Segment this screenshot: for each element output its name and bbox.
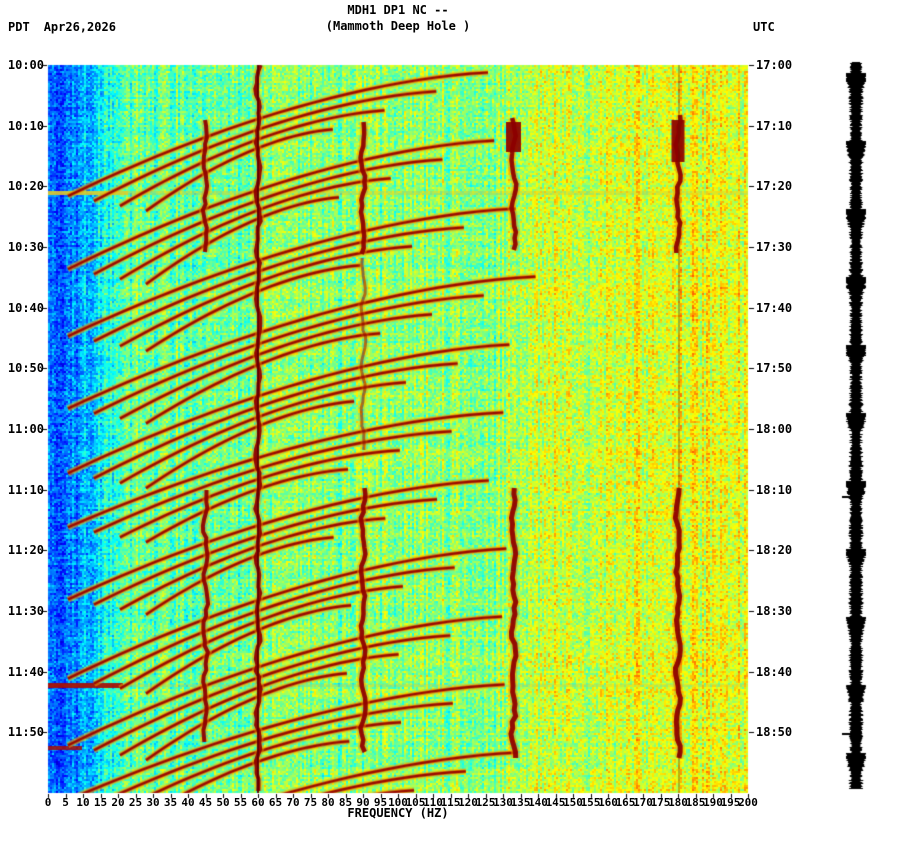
frequency-tick-label: 40 <box>181 796 195 809</box>
right-time-tick-label: 17:50 <box>756 361 793 376</box>
left-time-tick-label: 11:40 <box>7 664 44 679</box>
frequency-tick-label: 120 <box>458 796 478 809</box>
frequency-tick-label: 25 <box>128 796 143 809</box>
frequency-tick-label: 50 <box>216 796 230 809</box>
frequency-tick-label: 60 <box>251 796 265 809</box>
frequency-tick-label: 150 <box>563 796 583 809</box>
right-time-tick-label: 18:40 <box>756 664 793 679</box>
utc-label: UTC <box>753 20 775 34</box>
frequency-tick-label: 5 <box>62 796 69 809</box>
frequency-tick-label: 125 <box>475 796 496 809</box>
left-time-tick-label: 11:00 <box>7 422 44 436</box>
frequency-tick-label: 115 <box>440 796 461 809</box>
frequency-tick-label: 90 <box>356 796 370 809</box>
frequency-tick-label: 30 <box>146 796 160 809</box>
frequency-tick-label: 190 <box>703 796 723 809</box>
right-time-tick-label: 17:30 <box>756 240 793 254</box>
frequency-tick-label: 65 <box>268 796 283 809</box>
frequency-tick-label: 185 <box>685 796 706 809</box>
frequency-tick-label: 130 <box>493 796 513 809</box>
frequency-tick-label: 80 <box>321 796 335 809</box>
right-time-tick-label: 18:20 <box>756 543 793 558</box>
right-time-tick-label: 17:10 <box>756 118 793 133</box>
frequency-tick-label: 55 <box>233 796 248 809</box>
pdt-label: PDT <box>8 20 30 34</box>
left-time-tick-label: 10:10 <box>7 118 44 133</box>
corner-mark: w <box>0 842 1 847</box>
frequency-tick-label: 110 <box>423 796 443 809</box>
left-time-tick-label: 11:50 <box>7 725 44 740</box>
left-time-tick-label: 10:50 <box>7 361 44 376</box>
frequency-tick-label: 100 <box>388 796 408 809</box>
frequency-tick-label: 35 <box>163 796 178 809</box>
frequency-tick-label: 105 <box>405 796 426 809</box>
frequency-tick-label: 20 <box>111 796 125 809</box>
right-time-tick-label: 18:30 <box>756 604 793 618</box>
frequency-tick-label: 135 <box>510 796 531 809</box>
right-time-tick-label: 17:00 <box>756 58 793 72</box>
frequency-tick-label: 85 <box>338 796 353 809</box>
frequency-tick-label: 175 <box>650 796 671 809</box>
left-time-tick-label: 11:20 <box>7 543 44 558</box>
frequency-tick-label: 160 <box>598 796 618 809</box>
left-time-tick-label: 11:10 <box>7 482 44 497</box>
frequency-tick-label: 180 <box>668 796 688 809</box>
frequency-tick-label: 165 <box>615 796 636 809</box>
frequency-tick-label: 75 <box>303 796 318 809</box>
right-time-tick-label: 17:40 <box>756 300 793 315</box>
left-time-tick-label: 10:40 <box>7 300 44 315</box>
frequency-tick-label: 95 <box>373 796 388 809</box>
frequency-tick-label: 200 <box>738 796 758 809</box>
frequency-tick-label: 0 <box>44 796 52 809</box>
station-subtitle: (Mammoth Deep Hole ) <box>325 19 471 33</box>
frequency-tick-label: 10 <box>76 796 90 809</box>
frequency-tick-label: 15 <box>93 796 108 809</box>
left-time-tick-label: 10:20 <box>7 179 44 194</box>
frequency-tick-label: 140 <box>528 796 548 809</box>
frequency-tick-label: 45 <box>198 796 213 809</box>
x-axis-title: FREQUENCY (HZ) <box>347 806 449 820</box>
date-label: Apr26,2026 <box>43 20 116 34</box>
frequency-tick-label: 145 <box>545 796 566 809</box>
right-time-tick-label: 18:10 <box>756 482 793 497</box>
right-time-tick-label: 17:20 <box>756 179 793 194</box>
left-time-tick-label: 10:00 <box>7 58 44 72</box>
left-time-tick-label: 10:30 <box>7 240 44 254</box>
frequency-tick-label: 195 <box>720 796 741 809</box>
frequency-tick-label: 70 <box>286 796 300 809</box>
right-time-tick-label: 18:00 <box>756 422 793 436</box>
station-title: MDH1 DP1 NC -- <box>347 3 449 17</box>
left-timezone-date: PDT Apr26,2026 <box>8 20 116 34</box>
frequency-tick-label: 170 <box>633 796 653 809</box>
right-time-tick-label: 18:50 <box>756 725 793 740</box>
left-time-tick-label: 11:30 <box>7 604 44 618</box>
frequency-tick-label: 155 <box>580 796 601 809</box>
